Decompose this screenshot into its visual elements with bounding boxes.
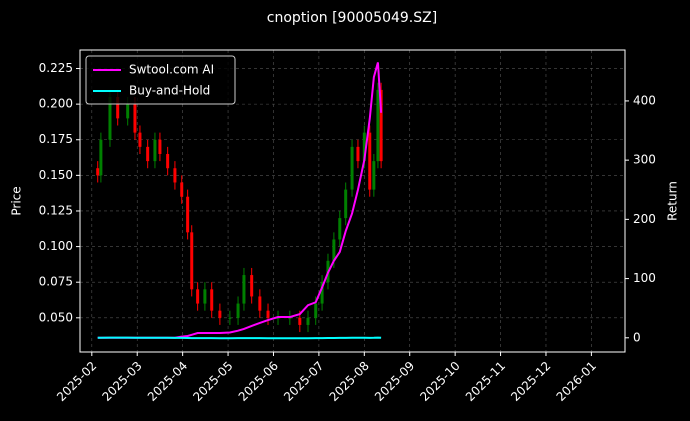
x-tick-label: 2025-10 — [417, 359, 462, 404]
y2-tick-label: 0 — [633, 330, 641, 344]
candle-body — [158, 139, 162, 154]
y2-axis-label: Return — [666, 181, 680, 221]
y2-tick-label: 300 — [633, 153, 656, 167]
x-tick-label: 2025-02 — [54, 359, 99, 404]
candle-body — [320, 282, 324, 304]
x-tick-label: 2025-05 — [190, 359, 235, 404]
candle-body — [338, 218, 342, 240]
candle-body — [368, 132, 372, 190]
y-tick-label: 0.125 — [39, 203, 73, 217]
x-tick-label: 2025-11 — [463, 359, 508, 404]
candle-body — [236, 303, 240, 318]
y2-tick-label: 100 — [633, 271, 656, 285]
candle-body — [218, 310, 222, 318]
candle-body — [210, 289, 214, 311]
x-tick-label: 2026-01 — [554, 359, 599, 404]
legend-box — [85, 55, 236, 105]
x-tick-label: 2025-03 — [99, 359, 144, 404]
candle-body — [344, 189, 348, 219]
candle-body — [306, 317, 310, 325]
chart-title: cnoption [90005049.SZ] — [267, 10, 437, 26]
candle-body — [133, 104, 137, 133]
candle-body — [356, 146, 360, 162]
candle-body — [108, 97, 112, 140]
y-tick-label: 0.150 — [39, 168, 73, 182]
legend-label: Buy-and-Hold — [129, 84, 210, 98]
y-tick-label: 0.225 — [39, 61, 73, 75]
candle-body — [362, 132, 366, 162]
candle-body — [314, 303, 318, 318]
candle-body — [350, 146, 354, 190]
legend-label: Swtool.com AI — [129, 63, 214, 77]
candle-body — [332, 239, 336, 261]
candle-body — [173, 168, 177, 183]
x-tick-label: 2025-06 — [236, 359, 281, 404]
candle-body — [126, 104, 130, 119]
y-tick-label: 0.175 — [39, 132, 73, 146]
candle-body — [146, 146, 150, 162]
candle-body — [376, 89, 380, 162]
candle-body — [298, 317, 302, 325]
candle-body — [379, 89, 383, 162]
y2-tick-label: 400 — [633, 93, 656, 107]
y-axis-label: Price — [10, 186, 24, 215]
plot-frame — [79, 49, 626, 353]
candle-body — [166, 153, 170, 169]
candle-body — [228, 317, 232, 319]
candle-body — [242, 275, 246, 304]
candle-body — [186, 196, 190, 233]
candle-body — [153, 139, 157, 162]
y-tick-label: 0.050 — [39, 310, 73, 324]
x-tick-label: 2025-07 — [281, 359, 326, 404]
candle-body — [96, 168, 100, 176]
candle-body — [99, 139, 103, 176]
candle-body — [196, 289, 200, 304]
candle-body — [203, 289, 207, 304]
candle-body — [138, 132, 142, 147]
candle-body — [266, 310, 270, 318]
y-tick-label: 0.100 — [39, 239, 73, 253]
x-tick-label: 2025-04 — [145, 359, 190, 404]
y2-tick-label: 200 — [633, 212, 656, 226]
candle-body — [190, 232, 194, 290]
x-tick-label: 2025-09 — [372, 359, 417, 404]
series-line — [97, 336, 382, 340]
candle-body — [180, 182, 184, 197]
candle-body — [372, 161, 376, 190]
candle-body — [276, 317, 280, 319]
x-tick-label: 2025-12 — [508, 359, 553, 404]
y-tick-label: 0.200 — [39, 97, 73, 111]
candle-body — [258, 296, 262, 311]
candle-body — [116, 97, 120, 119]
y-tick-label: 0.075 — [39, 275, 73, 289]
candle-body — [288, 317, 292, 319]
x-tick-label: 2025-08 — [327, 359, 372, 404]
candle-body — [250, 275, 254, 297]
